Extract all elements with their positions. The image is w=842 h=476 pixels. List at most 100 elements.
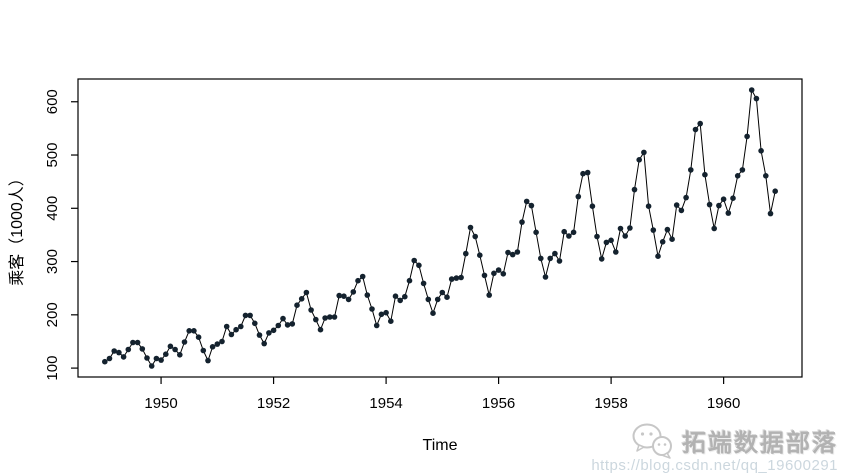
data-point <box>458 274 464 281</box>
data-point <box>575 193 582 200</box>
data-point <box>584 169 591 176</box>
data-point <box>280 315 286 322</box>
data-point <box>420 280 427 287</box>
data-point <box>486 292 493 298</box>
data-point <box>523 198 530 205</box>
data-point <box>153 355 160 362</box>
data-point <box>772 188 778 194</box>
data-point <box>186 328 192 334</box>
data-point <box>345 296 352 303</box>
data-point <box>355 277 361 284</box>
plot-box <box>77 78 803 378</box>
data-point <box>477 252 483 258</box>
data-point <box>664 226 671 233</box>
data-point <box>641 149 647 156</box>
data-point <box>547 255 553 262</box>
y-tick-label: 600 <box>44 89 61 114</box>
data-point <box>106 355 113 362</box>
data-point <box>158 357 164 363</box>
data-point <box>566 233 572 239</box>
data-point <box>303 289 310 296</box>
data-point <box>739 167 746 173</box>
data-point <box>552 250 558 257</box>
y-axis-title: 乘客（1000人） <box>8 170 26 286</box>
data-point <box>720 196 727 202</box>
data-point <box>495 267 502 273</box>
x-tick-label: 1952 <box>257 395 290 412</box>
data-point <box>406 277 413 284</box>
data-point <box>589 203 596 209</box>
data-point <box>195 334 202 341</box>
data-point <box>402 293 408 300</box>
data-point <box>692 126 699 133</box>
data-point <box>308 307 314 313</box>
data-point <box>434 296 441 303</box>
data-point <box>191 328 197 334</box>
data-point <box>223 323 230 330</box>
y-tick-label: 400 <box>44 196 61 221</box>
data-point <box>359 273 366 280</box>
data-point <box>673 202 680 208</box>
data-point <box>528 202 535 209</box>
data-point <box>425 296 432 303</box>
data-point <box>167 343 174 350</box>
data-point <box>261 340 268 347</box>
data-point <box>453 275 460 281</box>
y-axis: 100 200 300 400 500 600 <box>44 89 78 381</box>
data-point <box>716 202 722 209</box>
data-point <box>467 224 474 231</box>
data-point <box>252 320 258 327</box>
data-point <box>538 255 544 262</box>
data-point <box>533 229 539 236</box>
data-point <box>725 210 732 216</box>
watermark-url: https://blog.csdn.net/qq_19600291 <box>591 457 838 474</box>
x-tick-label: 1960 <box>707 395 740 412</box>
data-point <box>120 354 127 360</box>
series-line <box>104 88 776 367</box>
data-point <box>336 292 343 299</box>
data-point <box>758 148 764 154</box>
data-point <box>331 314 338 320</box>
data-point <box>519 219 525 225</box>
data-point <box>383 309 389 316</box>
data-point <box>645 203 652 209</box>
data-point <box>753 95 760 102</box>
data-point <box>472 233 479 240</box>
data-point <box>763 173 769 179</box>
data-point <box>209 344 216 350</box>
y-tick-label: 300 <box>44 249 61 274</box>
data-point <box>744 133 750 140</box>
data-point <box>317 326 324 333</box>
data-point <box>659 239 666 245</box>
data-point <box>275 322 282 329</box>
data-point <box>448 276 455 282</box>
data-point <box>570 229 577 236</box>
data-point <box>650 227 657 233</box>
data-point <box>238 323 244 330</box>
data-point <box>200 347 207 354</box>
data-point <box>378 311 385 318</box>
data-point <box>134 339 141 346</box>
data-point <box>205 357 211 364</box>
data-point <box>622 233 628 239</box>
data-point <box>284 322 291 328</box>
data-point <box>617 225 624 232</box>
data-point <box>125 346 132 353</box>
y-tick-label: 100 <box>44 356 61 381</box>
data-point <box>392 293 399 300</box>
x-tick-label: 1958 <box>594 395 627 412</box>
data-point <box>748 87 755 93</box>
data-point <box>242 312 249 319</box>
data-point <box>627 225 633 231</box>
data-point <box>430 310 436 317</box>
watermark: 拓端数据部落 https://blog.csdn.net/qq_19600291 <box>591 421 838 474</box>
data-point <box>369 306 375 312</box>
data-point <box>214 341 221 347</box>
data-point <box>313 316 319 323</box>
x-axis-title: Time <box>423 437 458 454</box>
data-point <box>388 318 394 325</box>
data-point <box>603 239 610 246</box>
data-point <box>688 167 694 173</box>
data-point <box>730 195 736 201</box>
